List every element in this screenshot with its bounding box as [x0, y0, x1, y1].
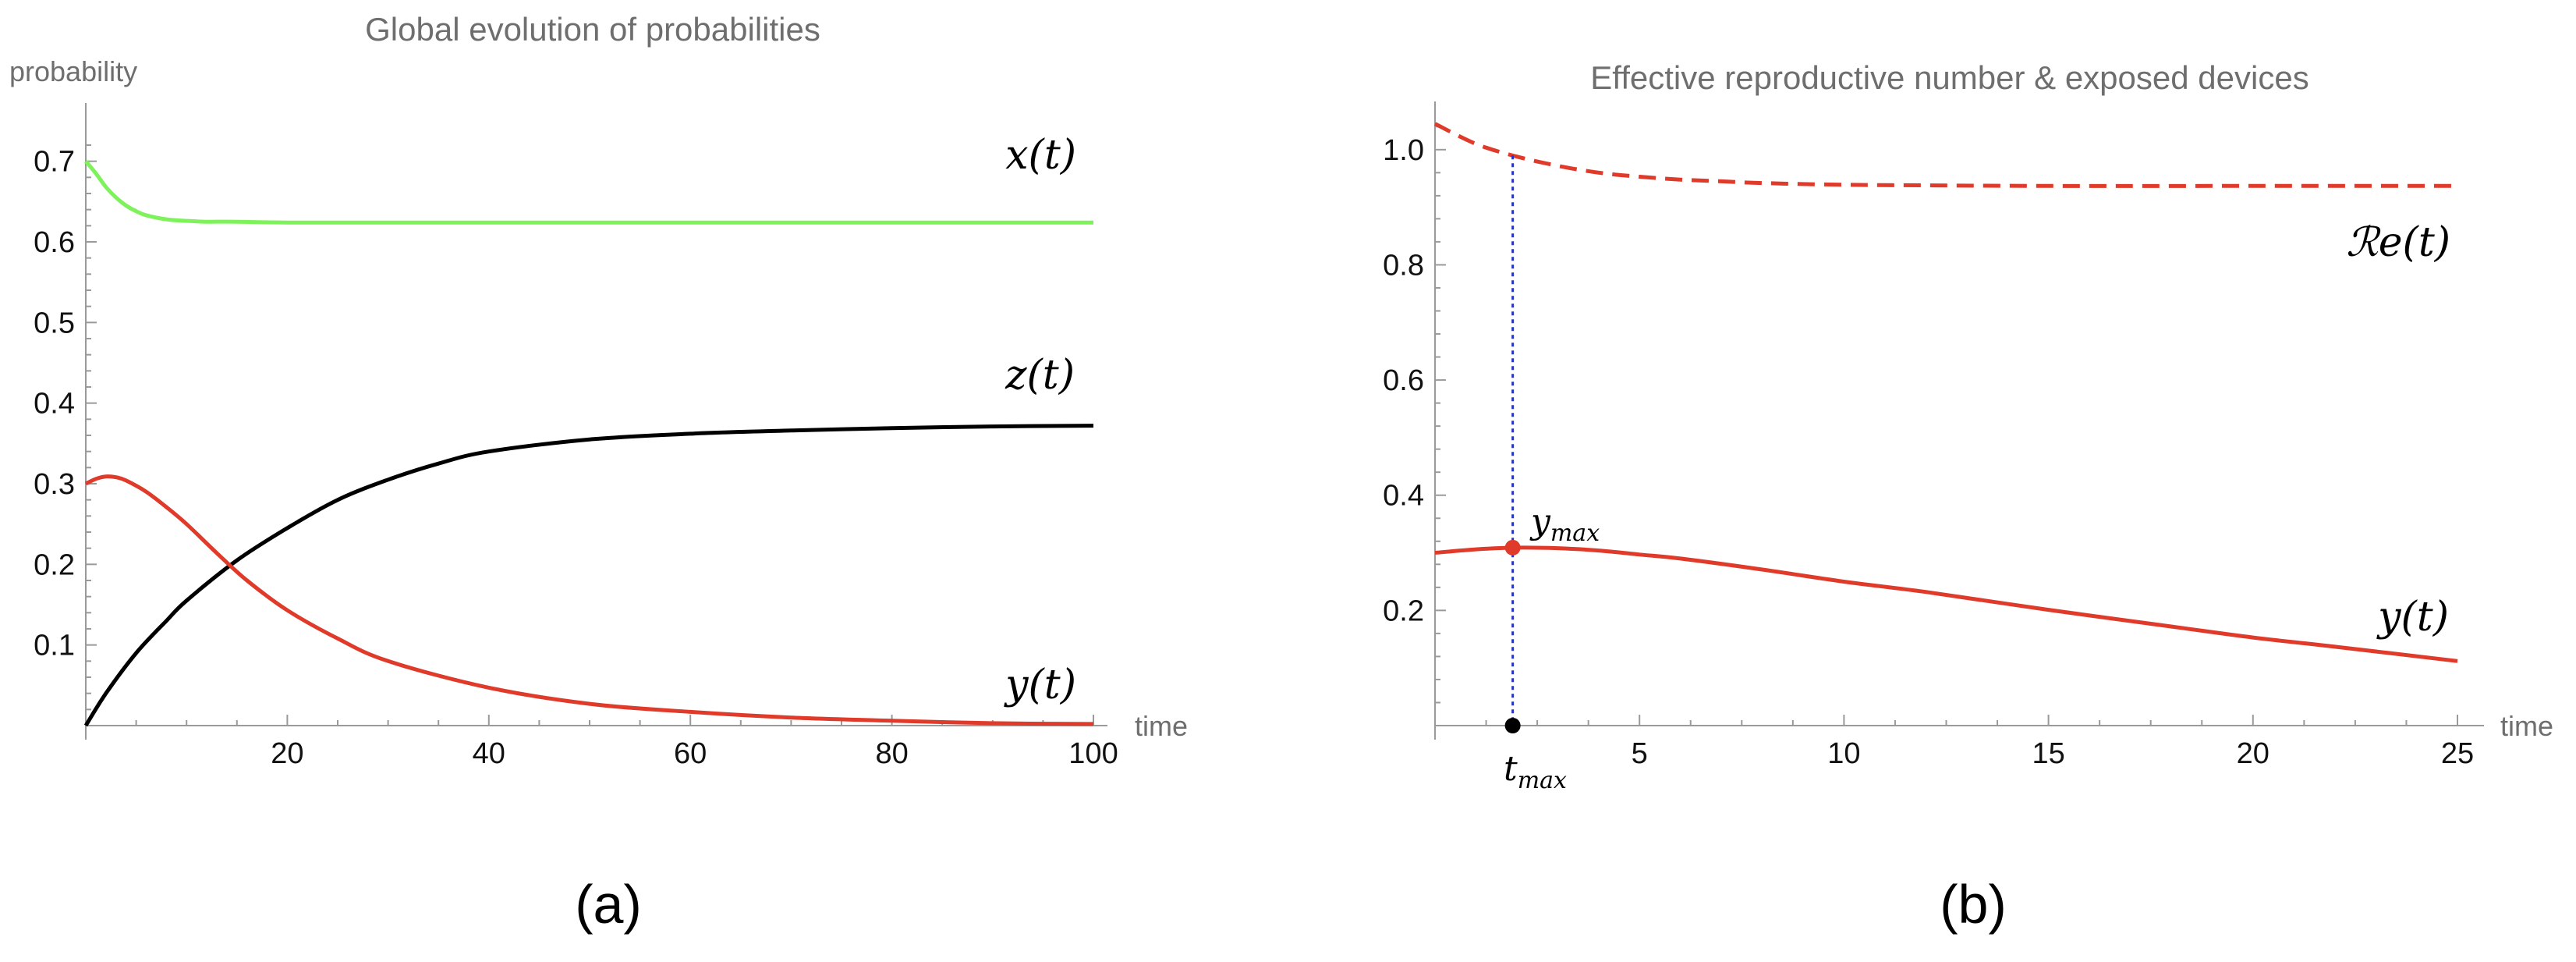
panel-a-y-tick-label: 0.6 — [34, 226, 75, 259]
series-label-y-b: y(t) — [2376, 594, 2449, 641]
ymax-subscript: max — [1550, 520, 1600, 547]
panel-a-x-axis-label: time — [1135, 710, 1188, 742]
panel-a-x-tick-label: 80 — [875, 737, 908, 770]
panel-a-y-tick-label: 0.1 — [34, 630, 75, 662]
tmax-label: tmax — [1504, 749, 1567, 794]
panel-a-caption: (a) — [575, 874, 642, 935]
panel-a-y-tick-label: 0.5 — [34, 307, 75, 339]
panel-a-x-tick-label: 40 — [473, 737, 505, 770]
panel-b-x-tick-label: 20 — [2237, 737, 2270, 770]
panel-b-y-tick-label: 0.6 — [1383, 364, 1424, 397]
panel-b-y-ticks: 0.2 0.4 0.6 0.8 1.0 — [1383, 126, 1446, 704]
panel-b-y-tick-label: 0.2 — [1383, 595, 1424, 627]
tmax-point — [1504, 718, 1521, 733]
panel-a-x-ticks: 20 40 60 80 100 — [135, 715, 1118, 770]
panel-b-x-tick-label: 10 — [1827, 737, 1860, 770]
panel-b-x-tick-label: 25 — [2441, 737, 2474, 770]
panel-b-annotations — [1504, 155, 1521, 733]
panel-b-y-tick-label: 0.4 — [1383, 480, 1424, 513]
panel-a-series-line-y-t- — [84, 474, 1094, 726]
series-label-x: x(t) — [1005, 132, 1076, 179]
series-label-y: y(t) — [1004, 662, 1076, 708]
panel-a-y-tick-label: 0.3 — [34, 468, 75, 501]
panel-b-series-line-re-t- — [1433, 122, 2457, 188]
panel-a-series-line-x-t- — [84, 160, 1093, 225]
panel-a-x-tick-label: 20 — [271, 737, 303, 770]
panel-a-y-ticks: 0.1 0.2 0.3 0.4 0.5 0.6 0.7 — [34, 144, 97, 711]
panel-b-series — [1433, 122, 2458, 663]
panel-b-series-line-y-t- — [1434, 545, 2458, 663]
panel-a-series-line-z-t- — [83, 424, 1094, 727]
panel-a-y-tick-label: 0.2 — [34, 548, 75, 581]
series-label-z: z(t) — [1005, 352, 1075, 399]
panel-b-x-ticks: 5 10 15 20 25 — [1485, 715, 2474, 770]
panel-a-x-tick-label: 100 — [1068, 737, 1118, 770]
panel-b-line-chart: Effective reproductive number & exposed … — [1383, 59, 2553, 935]
panel-a-y-tick-label: 0.7 — [34, 146, 75, 179]
ymax-point — [1504, 539, 1521, 556]
panel-a-axes — [85, 103, 1107, 740]
panel-b-y-tick-label: 1.0 — [1383, 134, 1424, 167]
panel-b-title: Effective reproductive number & exposed … — [1590, 59, 2308, 96]
panel-a-x-tick-label: 60 — [674, 737, 707, 770]
panel-b-caption: (b) — [1940, 874, 2007, 935]
tmax-subscript: max — [1518, 767, 1567, 794]
panel-a-y-tick-label: 0.4 — [34, 388, 75, 421]
panel-b-x-tick-label: 5 — [1632, 737, 1648, 770]
panel-a-y-axis-label: probability — [9, 55, 137, 87]
panel-a-title: Global evolution of probabilities — [365, 11, 820, 48]
panel-b-y-tick-label: 0.8 — [1383, 249, 1424, 282]
series-label-re: ℛe(t) — [2346, 219, 2450, 266]
panel-b-x-tick-label: 15 — [2032, 737, 2064, 770]
ymax-label: ymax — [1529, 502, 1600, 547]
panel-b-x-axis-label: time — [2500, 710, 2553, 742]
panel-a-series — [83, 160, 1094, 727]
panel-a-line-chart: Global evolution of probabilities probab… — [9, 11, 1188, 935]
